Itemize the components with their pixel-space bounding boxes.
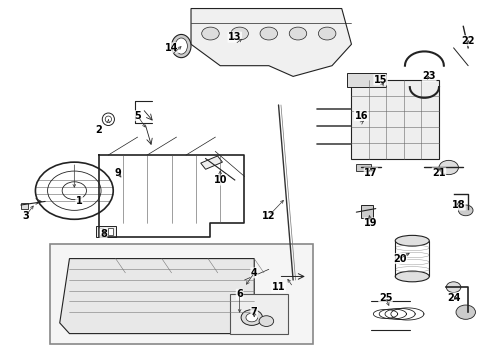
Bar: [356, 164, 370, 171]
Text: 6: 6: [236, 289, 243, 299]
Bar: [50, 244, 312, 344]
Bar: [99, 228, 103, 235]
Ellipse shape: [175, 38, 187, 54]
Ellipse shape: [394, 271, 428, 282]
Text: 21: 21: [431, 168, 445, 178]
Text: 4: 4: [250, 268, 257, 278]
Text: 19: 19: [364, 218, 377, 228]
Circle shape: [201, 27, 219, 40]
Text: 9: 9: [115, 168, 121, 178]
Circle shape: [260, 27, 277, 40]
Circle shape: [446, 282, 460, 293]
Circle shape: [241, 310, 262, 325]
Circle shape: [259, 316, 273, 327]
Circle shape: [438, 160, 458, 175]
Text: 10: 10: [213, 175, 226, 185]
Circle shape: [458, 205, 472, 216]
Text: 17: 17: [364, 168, 377, 178]
Bar: [21, 203, 28, 208]
Bar: [351, 80, 438, 158]
Bar: [108, 228, 113, 235]
Circle shape: [230, 27, 248, 40]
Circle shape: [455, 305, 474, 319]
Ellipse shape: [394, 235, 428, 246]
Bar: [229, 294, 287, 334]
Circle shape: [35, 162, 113, 219]
Text: 20: 20: [392, 253, 406, 264]
Text: 16: 16: [354, 111, 367, 121]
Text: 18: 18: [451, 200, 464, 210]
Text: 23: 23: [422, 71, 435, 81]
Bar: [96, 226, 116, 237]
Text: 7: 7: [250, 307, 257, 317]
Text: 14: 14: [164, 43, 178, 53]
Text: 12: 12: [262, 211, 275, 221]
Circle shape: [318, 27, 335, 40]
Text: 5: 5: [134, 111, 141, 121]
Text: 25: 25: [378, 293, 391, 303]
Text: 1: 1: [76, 197, 82, 206]
Text: 8: 8: [100, 229, 107, 239]
Polygon shape: [60, 258, 254, 334]
Text: 13: 13: [227, 32, 241, 42]
Circle shape: [47, 171, 101, 210]
Circle shape: [288, 27, 306, 40]
Circle shape: [62, 182, 86, 200]
Polygon shape: [191, 9, 351, 76]
Text: 2: 2: [95, 125, 102, 135]
Ellipse shape: [102, 113, 114, 126]
Bar: [346, 73, 385, 87]
Circle shape: [245, 313, 257, 322]
Bar: [201, 156, 222, 169]
Bar: [361, 205, 372, 217]
Text: 11: 11: [271, 282, 285, 292]
Text: 24: 24: [446, 293, 459, 303]
Ellipse shape: [105, 116, 111, 122]
Text: 15: 15: [373, 75, 386, 85]
Text: 22: 22: [461, 36, 474, 46]
Text: 3: 3: [22, 211, 29, 221]
Ellipse shape: [171, 35, 191, 58]
